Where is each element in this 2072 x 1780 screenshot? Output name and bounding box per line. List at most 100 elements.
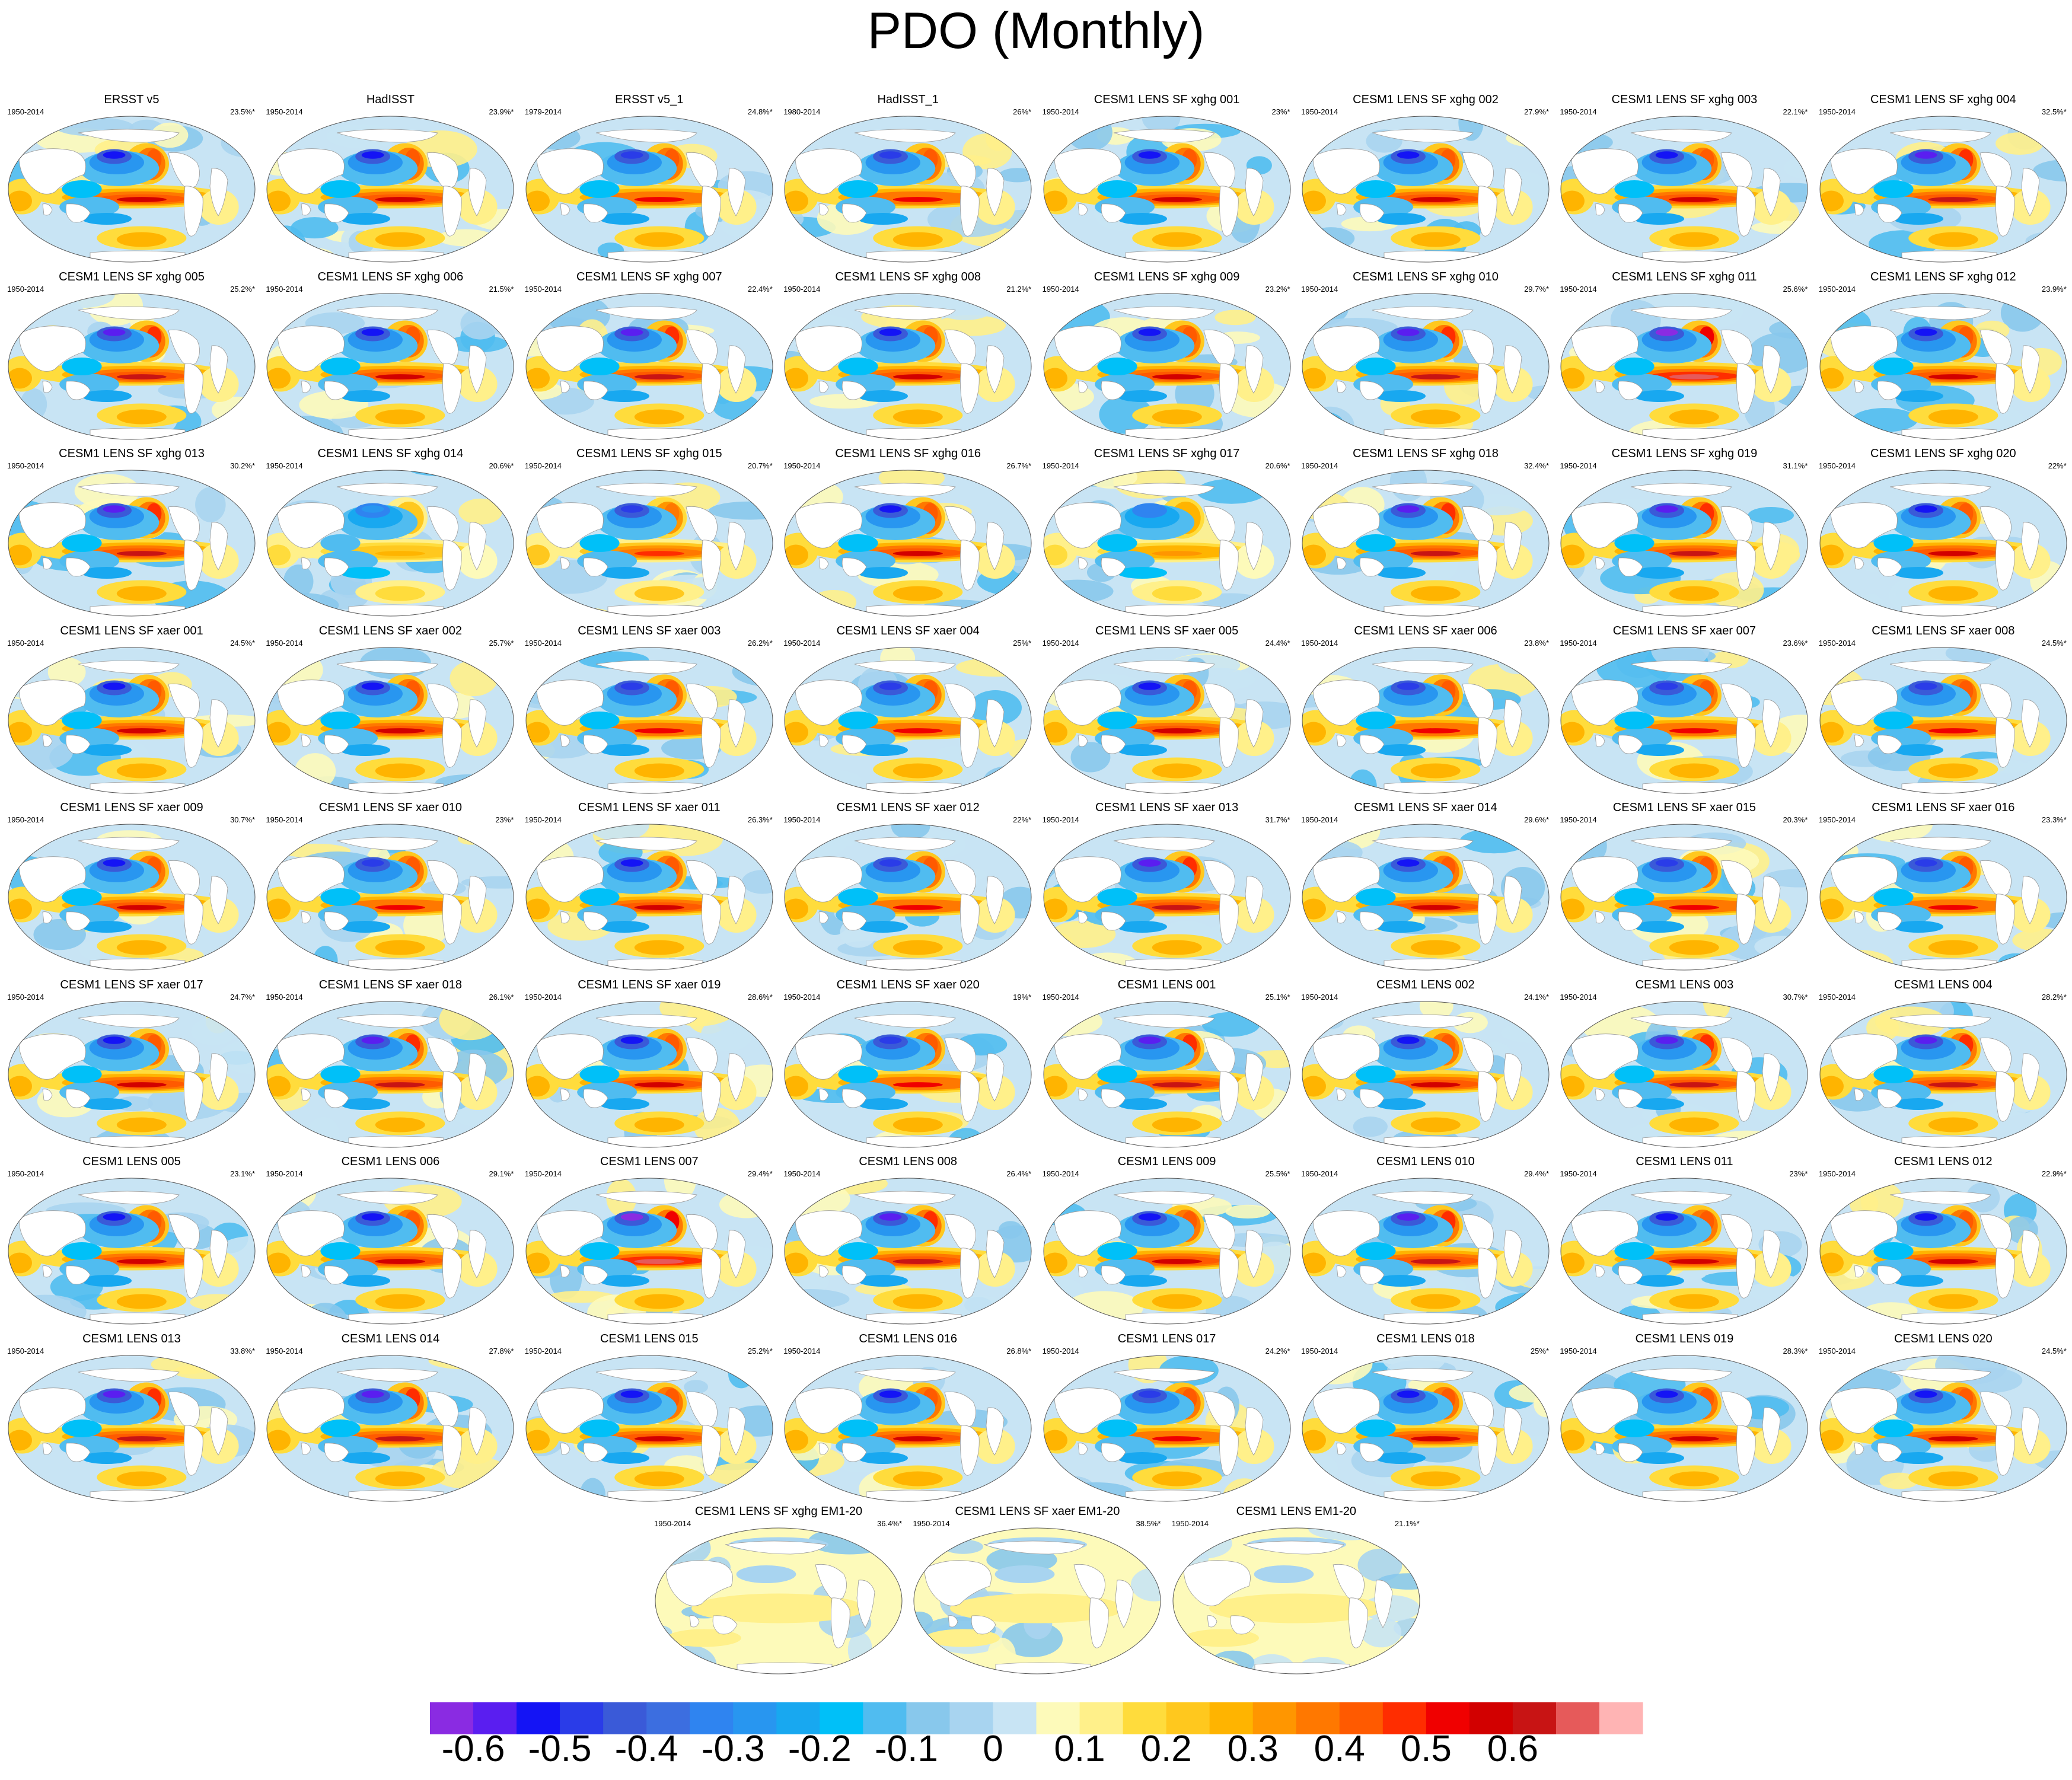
panel-percent: 30.7%* — [1783, 992, 1808, 1001]
pattern-map — [8, 293, 256, 439]
panel-title: CESM1 LENS SF xghg 016 — [835, 447, 981, 460]
panel-years: 1950-2014 — [266, 1346, 303, 1355]
pattern-map — [1302, 1178, 1550, 1325]
panel-percent: 20.6%* — [1265, 461, 1290, 470]
map-panel: CESM1 LENS SF xghg 007 1950-2014 22.4%* — [520, 270, 779, 448]
panel-years: 1950-2014 — [266, 638, 303, 647]
panel-years: 1950-2014 — [1560, 638, 1597, 647]
map-panel: ERSST v5 1950-2014 23.5%* — [2, 92, 261, 270]
panel-title: HadISST — [366, 93, 415, 106]
pattern-map — [1302, 1355, 1550, 1501]
panel-percent: 24.2%* — [1265, 1346, 1290, 1355]
panel-years: 1950-2014 — [524, 461, 562, 470]
panel-percent: 33.8%* — [230, 1346, 255, 1355]
pattern-map — [266, 1178, 514, 1325]
map-panel: CESM1 LENS 009 1950-2014 25.5%* — [1038, 1154, 1296, 1332]
map-panel: CESM1 LENS SF xaer 017 1950-2014 24.7%* — [2, 978, 261, 1156]
pattern-map — [1819, 1178, 2067, 1325]
panel-title: CESM1 LENS 017 — [1117, 1332, 1216, 1345]
pattern-map — [784, 293, 1032, 439]
panel-percent: 20.6%* — [489, 461, 514, 470]
panel-percent: 23.3%* — [2041, 815, 2067, 824]
map-panel: CESM1 LENS SF xghg 005 1950-2014 25.2%* — [2, 270, 261, 448]
panel-years: 1950-2014 — [783, 284, 821, 294]
panel-years: 1950-2014 — [266, 992, 303, 1001]
panel-years: 1950-2014 — [1301, 1346, 1338, 1355]
panel-title: CESM1 LENS SF xaer 003 — [578, 624, 721, 637]
panel-percent: 23.6%* — [1783, 638, 1808, 647]
map-panel: CESM1 LENS 018 1950-2014 25%* — [1296, 1332, 1555, 1510]
pattern-map — [525, 293, 773, 439]
panel-years: 1950-2014 — [1301, 992, 1338, 1001]
panel-years: 1950-2014 — [7, 284, 44, 294]
map-panel: CESM1 LENS SF xghg 015 1950-2014 20.7%* — [520, 446, 779, 624]
panel-percent: 23%* — [1271, 107, 1290, 116]
map-panel: CESM1 LENS 004 1950-2014 28.2%* — [1814, 978, 2072, 1156]
map-panel: CESM1 LENS 012 1950-2014 22.9%* — [1814, 1154, 2072, 1332]
panel-title: CESM1 LENS SF xghg 008 — [835, 270, 981, 283]
pattern-map — [266, 1001, 514, 1147]
panel-years: 1950-2014 — [783, 992, 821, 1001]
pattern-map — [8, 116, 256, 263]
panel-years: 1950-2014 — [1560, 284, 1597, 294]
pattern-map — [784, 1355, 1032, 1501]
pattern-map — [1819, 1355, 2067, 1501]
panel-years: 1950-2014 — [1042, 107, 1079, 116]
map-panel: CESM1 LENS SF xaer 018 1950-2014 26.1%* — [261, 978, 519, 1156]
pattern-map — [266, 1355, 514, 1501]
pattern-map — [266, 824, 514, 971]
pattern-map — [784, 1178, 1032, 1325]
panel-years: 1950-2014 — [1301, 107, 1338, 116]
panel-years: 1950-2014 — [1818, 992, 1856, 1001]
pattern-map — [1819, 293, 2067, 439]
panel-years: 1950-2014 — [1560, 461, 1597, 470]
pattern-map — [1043, 1001, 1291, 1147]
map-panel: CESM1 LENS SF xaer 004 1950-2014 25%* — [779, 624, 1037, 802]
colorbar-tick-label: -0.5 — [528, 1728, 592, 1769]
panel-percent: 23.1%* — [230, 1169, 255, 1178]
panel-title: CESM1 LENS SF xaer 019 — [578, 978, 721, 991]
map-panel: CESM1 LENS SF xaer 019 1950-2014 28.6%* — [520, 978, 779, 1156]
panel-years: 1950-2014 — [1042, 1169, 1079, 1178]
panel-title: CESM1 LENS SF xghg 010 — [1353, 270, 1499, 283]
map-panel: CESM1 LENS 007 1950-2014 29.4%* — [520, 1154, 779, 1332]
map-panel: CESM1 LENS SF xaer 002 1950-2014 25.7%* — [261, 624, 519, 802]
map-panel: CESM1 LENS SF xaer 011 1950-2014 26.3%* — [520, 800, 779, 978]
panel-title: CESM1 LENS 016 — [859, 1332, 957, 1345]
panel-years: 1950-2014 — [524, 992, 562, 1001]
pattern-map — [1302, 116, 1550, 263]
map-panel: CESM1 LENS 010 1950-2014 29.4%* — [1296, 1154, 1555, 1332]
panel-percent: 23.2%* — [1265, 284, 1290, 294]
map-panel: CESM1 LENS SF xghg 006 1950-2014 21.5%* — [261, 270, 519, 448]
panel-percent: 28.2%* — [2041, 992, 2067, 1001]
pattern-map — [1043, 1355, 1291, 1501]
map-panel: CESM1 LENS SF xaer 020 1950-2014 19%* — [779, 978, 1037, 1156]
panel-percent: 24.1%* — [1524, 992, 1549, 1001]
panel-title: ERSST v5 — [104, 93, 160, 106]
panel-title: CESM1 LENS SF xaer 015 — [1612, 801, 1756, 814]
panel-years: 1950-2014 — [1042, 638, 1079, 647]
pattern-map — [1819, 470, 2067, 617]
pattern-map — [525, 1178, 773, 1325]
panel-percent: 26%* — [1013, 107, 1032, 116]
map-panel: CESM1 LENS 015 1950-2014 25.2%* — [520, 1332, 779, 1510]
panel-title: CESM1 LENS SF xaer 009 — [60, 801, 203, 814]
panel-title: CESM1 LENS SF xaer 008 — [1872, 624, 2015, 637]
pattern-map — [1560, 293, 1808, 439]
panel-title: CESM1 LENS SF xghg 014 — [317, 447, 464, 460]
panel-percent: 26.8%* — [1006, 1346, 1032, 1355]
panel-percent: 20.3%* — [1783, 815, 1808, 824]
panel-percent: 23%* — [1789, 1169, 1808, 1178]
pattern-map — [266, 470, 514, 617]
map-panel: CESM1 LENS SF xghg 004 1950-2014 32.5%* — [1814, 92, 2072, 270]
panel-years: 1980-2014 — [783, 107, 821, 116]
panel-years: 1950-2014 — [783, 638, 821, 647]
panel-title: CESM1 LENS SF xghg 001 — [1094, 93, 1240, 106]
pattern-map — [1560, 1355, 1808, 1501]
panel-years: 1950-2014 — [1042, 1346, 1079, 1355]
panel-years: 1950-2014 — [266, 461, 303, 470]
pattern-map — [784, 116, 1032, 263]
panel-years: 1950-2014 — [1560, 815, 1597, 824]
panel-percent: 21.2%* — [1006, 284, 1032, 294]
pattern-map — [525, 824, 773, 971]
